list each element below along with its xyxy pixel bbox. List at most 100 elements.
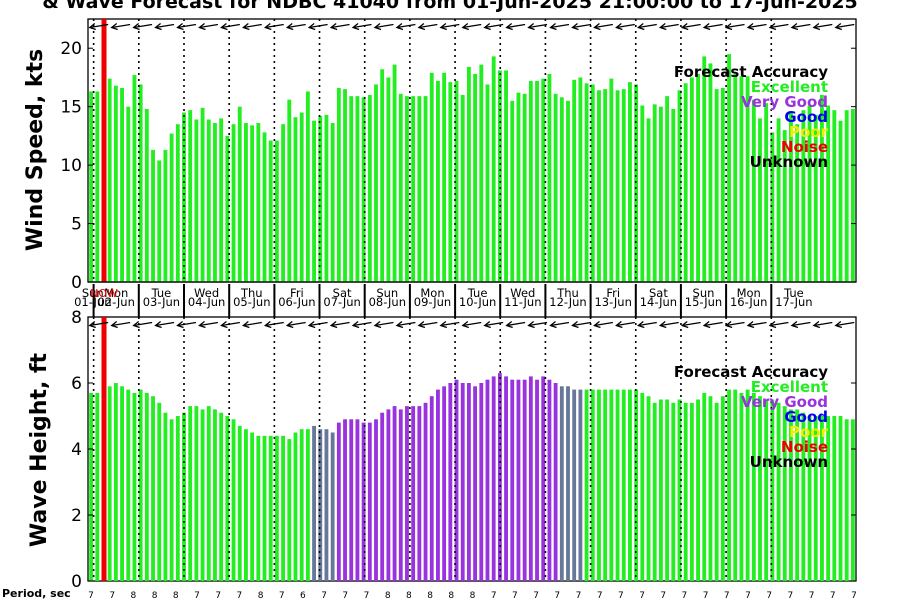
period-value: 7	[830, 591, 836, 600]
day-date-label: 02-Jun	[97, 295, 134, 309]
wave-bar	[485, 379, 490, 581]
wave-bar	[380, 412, 385, 581]
wave-y-tick-label: 4	[71, 440, 82, 460]
period-value: 7	[109, 591, 115, 600]
direction-arrow-icon	[527, 320, 548, 329]
wind-bar	[850, 109, 855, 282]
wind-bar	[281, 124, 286, 282]
wave-bar	[392, 406, 397, 581]
wind-y-tick-label: 10	[60, 156, 82, 176]
day-of-week-label: Mon	[737, 286, 761, 300]
period-value: 7	[682, 591, 688, 600]
wave-bar	[256, 435, 261, 581]
wave-bar	[429, 396, 434, 581]
wind-bar	[758, 118, 762, 282]
wave-bar	[144, 392, 149, 581]
wind-legend-title: Forecast Accuracy	[674, 63, 828, 81]
direction-arrow-icon	[702, 320, 723, 329]
wind-bar	[491, 56, 496, 283]
wave-bar	[262, 435, 267, 581]
wave-legend-excellent: Excellent	[751, 378, 828, 396]
direction-arrow-icon	[263, 320, 284, 329]
period-value: 7	[491, 591, 497, 600]
wind-bar	[324, 114, 329, 282]
direction-arrow-icon	[702, 22, 723, 31]
day-of-week-label: Sat	[649, 286, 668, 300]
wind-bar	[535, 80, 539, 282]
wind-legend-excellent: Excellent	[751, 78, 828, 96]
wind-bar	[423, 96, 428, 283]
wind-bar	[262, 132, 267, 282]
direction-arrow-icon	[439, 320, 460, 329]
wind-bar	[844, 110, 849, 282]
wind-legend-very-good: Very Good	[741, 93, 828, 111]
period-value: 7	[554, 591, 560, 600]
direction-arrow-icon	[220, 320, 240, 329]
wind-bar	[305, 91, 310, 282]
date-strip: Sun01-JunMon02-JunTue03-JunWed04-JunThu0…	[74, 281, 856, 317]
period-value: 7	[194, 591, 200, 600]
direction-arrow-icon	[242, 22, 262, 31]
wave-bar	[758, 396, 762, 581]
direction-arrow-icon	[285, 320, 306, 329]
wave-bar	[789, 409, 793, 581]
wind-bar	[169, 133, 174, 282]
period-value: 7	[766, 591, 772, 600]
direction-arrow-icon	[417, 22, 438, 31]
wave-bar	[479, 383, 484, 581]
wave-bar	[708, 396, 713, 581]
wave-bar	[547, 379, 552, 581]
wave-bar	[361, 422, 366, 581]
day-date-label: 10-Jun	[459, 295, 496, 309]
direction-arrow-icon	[527, 22, 548, 31]
wind-bar	[250, 125, 255, 283]
direction-arrow-icon	[724, 22, 745, 31]
direction-arrow-icon	[615, 320, 635, 329]
wave-bar	[813, 416, 818, 581]
wave-bar	[182, 412, 186, 581]
wind-y-tick-label: 0	[71, 273, 82, 293]
wave-bar	[683, 402, 688, 581]
direction-arrow-icon	[483, 320, 504, 329]
direction-arrow-icon	[636, 22, 657, 31]
wind-bar	[776, 118, 781, 282]
wind-bar	[380, 69, 385, 282]
direction-arrow-icon	[505, 22, 526, 31]
wind-bar	[658, 106, 663, 282]
wave-bar	[138, 389, 143, 581]
wind-bar	[683, 83, 688, 282]
wind-bar	[113, 85, 118, 282]
wave-bar	[553, 383, 558, 581]
wind-bar	[107, 78, 112, 282]
wind-bar	[621, 89, 626, 282]
wave-bar	[188, 406, 193, 581]
wave-bar	[423, 402, 428, 581]
direction-arrow-icon	[373, 22, 394, 31]
wave-bar	[528, 376, 533, 581]
wind-bar	[429, 72, 434, 283]
wave-bar	[175, 416, 180, 581]
day-date-label: 09-Jun	[414, 295, 451, 309]
wind-bar	[454, 80, 459, 282]
wave-bar	[714, 402, 719, 581]
direction-arrow-icon	[615, 22, 635, 31]
direction-arrow-icon	[439, 22, 460, 31]
day-of-week-label: Tue	[467, 286, 488, 300]
wind-bar	[200, 107, 205, 282]
wind-bar	[541, 78, 546, 282]
wind-bar	[504, 70, 508, 283]
day-of-week-label: Sat	[333, 286, 352, 300]
wave-bar	[665, 399, 670, 581]
wind-bar	[547, 73, 552, 282]
direction-arrow-icon	[373, 320, 394, 329]
wave-bar	[473, 386, 478, 581]
wave-y-tick-label: 2	[71, 506, 82, 526]
wind-bar	[479, 64, 484, 282]
wind-bar	[237, 106, 242, 282]
wave-bar	[559, 386, 564, 581]
wave-bar	[628, 389, 632, 581]
wind-bar	[528, 80, 533, 282]
day-of-week-label: Sun	[693, 286, 715, 300]
wind-bar	[789, 111, 793, 282]
wind-bar	[312, 120, 316, 282]
